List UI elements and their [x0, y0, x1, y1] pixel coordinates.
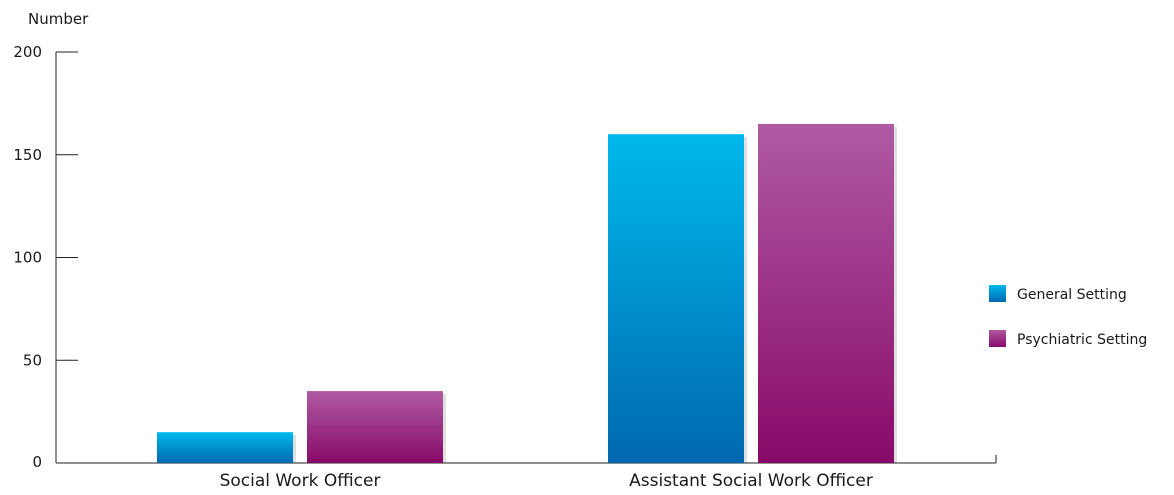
- category-labels: Social Work Officer Assistant Social Work…: [220, 471, 873, 491]
- legend-swatch: [989, 285, 1006, 302]
- bars: [157, 123, 897, 464]
- bar-psychiatric-setting-1: [758, 123, 894, 464]
- bar-general-setting-1: [608, 134, 744, 463]
- x-category-label: Social Work Officer: [220, 471, 381, 491]
- legend-swatch: [989, 330, 1006, 347]
- legend: General Setting Psychiatric Setting: [989, 285, 1147, 348]
- x-category-label: Assistant Social Work Officer: [629, 471, 873, 491]
- axes: Number 0 50 100 150 200: [13, 10, 997, 471]
- y-tick-label: 100: [13, 249, 42, 267]
- legend-label: Psychiatric Setting: [1017, 332, 1147, 348]
- bar-psychiatric-setting-0: [307, 391, 443, 463]
- y-tick-label: 0: [32, 453, 42, 471]
- legend-label: General Setting: [1017, 287, 1127, 303]
- y-tick-label: 200: [13, 43, 42, 61]
- y-axis-title: Number: [28, 10, 89, 28]
- y-tick-label: 150: [13, 146, 42, 164]
- bar-general-setting-0: [157, 432, 293, 463]
- y-tick-label: 50: [23, 351, 42, 369]
